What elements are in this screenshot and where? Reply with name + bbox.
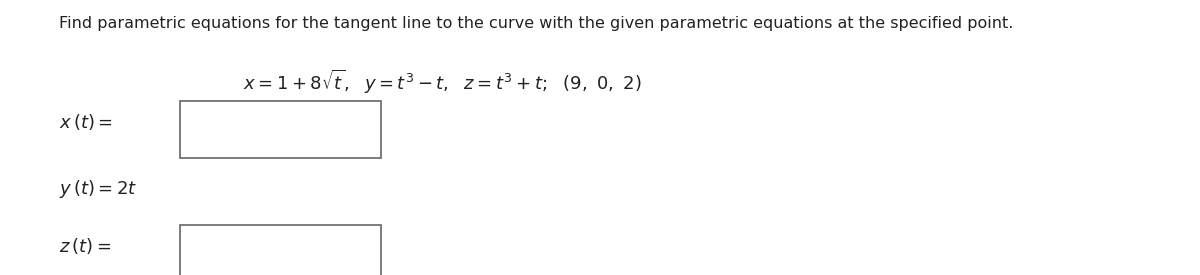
- FancyBboxPatch shape: [180, 101, 382, 158]
- Text: $x = 1 + 8\sqrt{t},\ \ y = t^3 - t,\ \ z = t^3 + t;\ \ (9,\ 0,\ 2)$: $x = 1 + 8\sqrt{t},\ \ y = t^3 - t,\ \ z…: [242, 68, 642, 96]
- Text: Find parametric equations for the tangent line to the curve with the given param: Find parametric equations for the tangen…: [59, 16, 1013, 31]
- Text: $z\,(t) =$: $z\,(t) =$: [59, 236, 110, 256]
- FancyBboxPatch shape: [180, 226, 382, 275]
- Text: $x\,(t) =$: $x\,(t) =$: [59, 112, 113, 132]
- Text: $y\,(t) = 2t$: $y\,(t) = 2t$: [59, 178, 137, 200]
